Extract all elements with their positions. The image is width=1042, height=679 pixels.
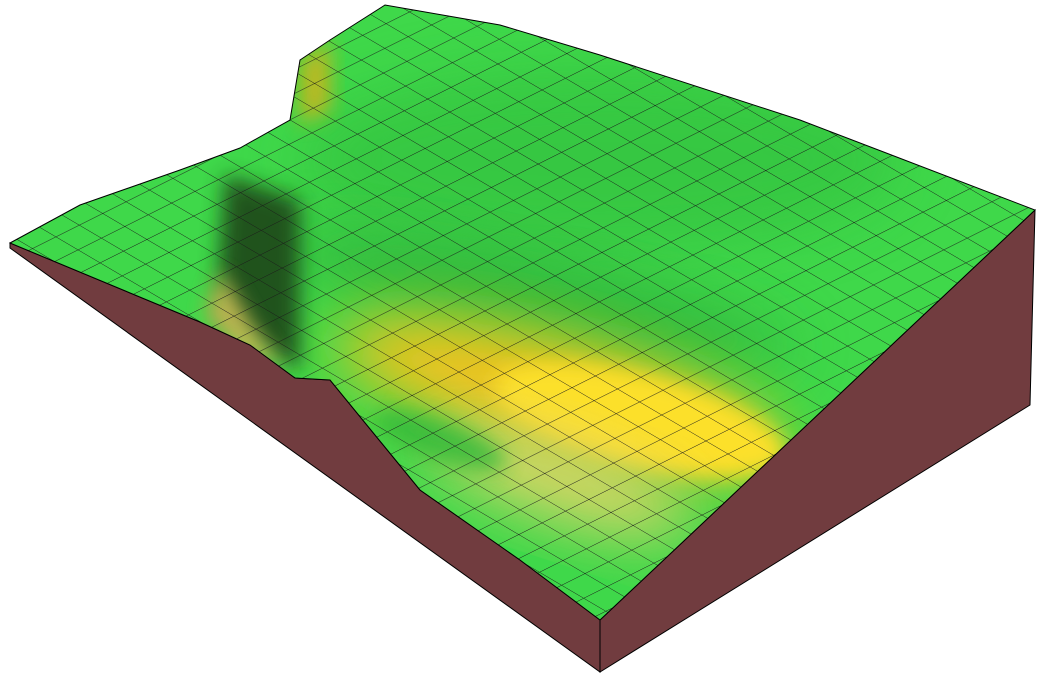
surface-outline [8,4,1036,621]
